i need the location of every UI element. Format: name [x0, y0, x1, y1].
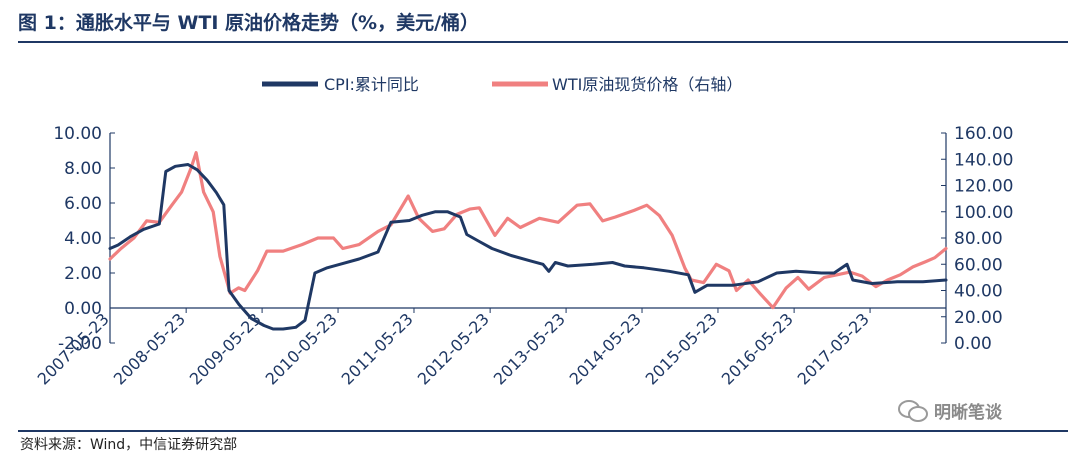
- legend-label-wti: WTI原油现货价格（右轴）: [552, 75, 742, 94]
- legend-label-cpi: CPI:累计同比: [324, 75, 419, 94]
- wechat-icon: [898, 399, 928, 422]
- chart: CPI:累计同比 WTI原油现货价格（右轴） -2.00 0.00 2.00 4.00…: [34, 75, 1014, 389]
- source-rule: [18, 430, 1068, 432]
- y-right-tick-label: 40.00: [954, 282, 1003, 302]
- y-left-tick-label: 10.00: [53, 124, 102, 144]
- x-tick-label: 2016-05-23: [718, 309, 797, 388]
- series-line-cpi: [108, 163, 948, 331]
- x-tick-label: 2009-05-23: [186, 309, 265, 388]
- y-right-tick-label: 120.00: [954, 177, 1013, 197]
- x-tick-label: 2017-05-23: [794, 309, 873, 388]
- y-left-tick-label: 0.00: [64, 299, 102, 319]
- watermark: 明晰笔谈: [898, 398, 1002, 423]
- y-left-tick-label: 8.00: [64, 159, 102, 179]
- x-tick-label: 2015-05-23: [642, 309, 721, 388]
- y-right-tick-label: 160.00: [954, 124, 1013, 144]
- y-right-tick-label: 60.00: [954, 255, 1003, 275]
- chart-title: 图 1：通胀水平与 WTI 原油价格走势（%，美元/桶）: [18, 12, 480, 34]
- y-left-tick-label: -2.00: [58, 334, 102, 354]
- series-line-wti: [108, 151, 948, 310]
- x-tick-label: 2008-05-23: [110, 309, 189, 388]
- y-left-tick-label: 4.00: [64, 229, 102, 249]
- watermark-text: 明晰笔谈: [934, 403, 1002, 423]
- y-left-tick-label: 6.00: [64, 194, 102, 214]
- x-tick-label: 2013-05-23: [490, 309, 569, 388]
- source-note: 资料来源：Wind，中信证券研究部: [20, 437, 238, 453]
- y-left-tick-label: 2.00: [64, 264, 102, 284]
- x-tick-label: 2011-05-23: [338, 309, 417, 388]
- legend: CPI:累计同比 WTI原油现货价格（右轴）: [262, 75, 742, 94]
- y-right-tick-label: 20.00: [954, 308, 1003, 328]
- x-tick-label: 2014-05-23: [566, 309, 645, 388]
- y-right-tick-label: 100.00: [954, 203, 1013, 223]
- title-rule: [18, 41, 1068, 43]
- y-right-tick-label: 0.00: [954, 334, 992, 354]
- y-right-tick-label: 140.00: [954, 150, 1013, 170]
- y-right-tick-label: 80.00: [954, 229, 1003, 249]
- x-tick-label: 2012-05-23: [414, 309, 493, 388]
